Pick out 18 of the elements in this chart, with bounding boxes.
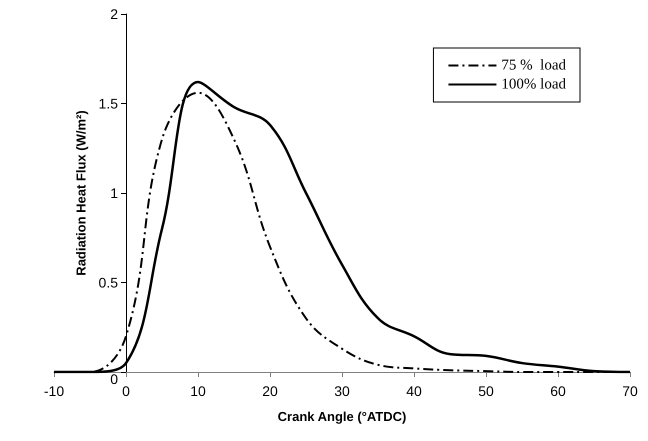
- y-tick-label: 0: [110, 371, 118, 387]
- x-tick-label: 70: [622, 383, 638, 399]
- y-tick-label: 0.5: [98, 274, 118, 290]
- y-tick-label: 2: [110, 6, 118, 22]
- y-axis-title: Radiation Heat Flux (W/m²): [74, 110, 89, 276]
- x-tick-label: 40: [406, 383, 422, 399]
- y-tick-label: 1.5: [98, 96, 118, 112]
- x-tick-label: 60: [550, 383, 566, 399]
- legend-label: 100% load: [501, 76, 566, 92]
- x-tick-label: 10: [190, 383, 206, 399]
- x-tick-label: -10: [44, 383, 64, 399]
- x-tick-label: 30: [334, 383, 350, 399]
- x-tick-label: 0: [122, 383, 130, 399]
- y-tick-label: 1: [110, 185, 118, 201]
- x-axis-title: Crank Angle (°ATDC): [278, 409, 406, 424]
- x-tick-label: 20: [262, 383, 278, 399]
- legend-label: 75 % load: [501, 58, 566, 74]
- x-tick-label: 50: [478, 383, 494, 399]
